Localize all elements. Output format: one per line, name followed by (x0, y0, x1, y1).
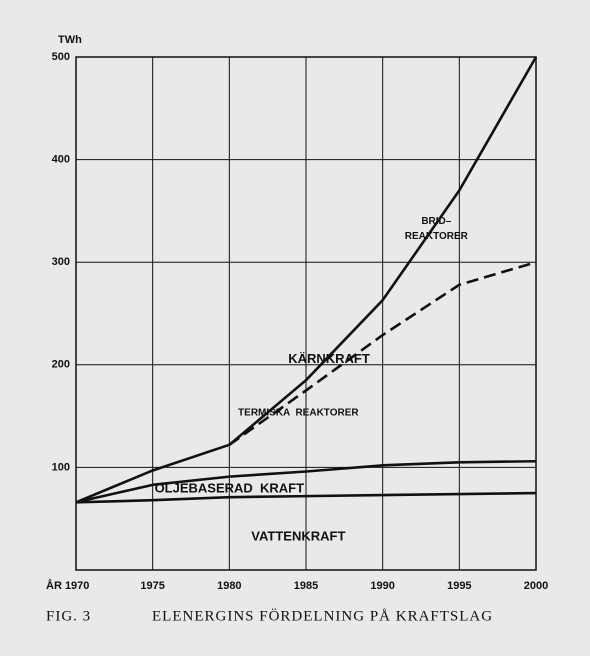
x-tick-label: 1985 (294, 580, 318, 592)
y-tick-label: 100 (52, 461, 70, 473)
annotation: BRID– (421, 216, 451, 227)
annotation: KÄRNKRAFT (288, 351, 370, 366)
line-series (75, 491, 537, 504)
y-tick-label: 400 (52, 154, 70, 166)
annotation: VATTENKRAFT (251, 529, 345, 544)
annotation: OLJEBASERAD KRAFT (155, 480, 305, 495)
annotation: REAKTORER (405, 231, 469, 242)
x-tick-label: 1990 (370, 580, 394, 592)
x-tick-label: 1980 (217, 580, 241, 592)
x-tick-label: ÅR 1970 (46, 579, 89, 592)
figure-label: FIG. 3 (46, 608, 91, 624)
y-tick-label: 200 (52, 359, 70, 371)
x-tick-label: 1975 (140, 580, 164, 592)
y-tick-label: 300 (52, 256, 70, 268)
line-series (75, 56, 538, 504)
x-tick-label: 1995 (447, 580, 471, 592)
line-series (75, 459, 537, 504)
x-tick-label: 2000 (524, 580, 548, 592)
y-unit: TWh (58, 34, 82, 46)
annotation: TERMISKA REAKTORER (238, 408, 359, 419)
line-series (228, 260, 537, 446)
chart-title: ELENERGINS FÖRDELNING PÅ KRAFTSLAG (152, 607, 493, 624)
y-tick-label: 500 (52, 51, 70, 63)
